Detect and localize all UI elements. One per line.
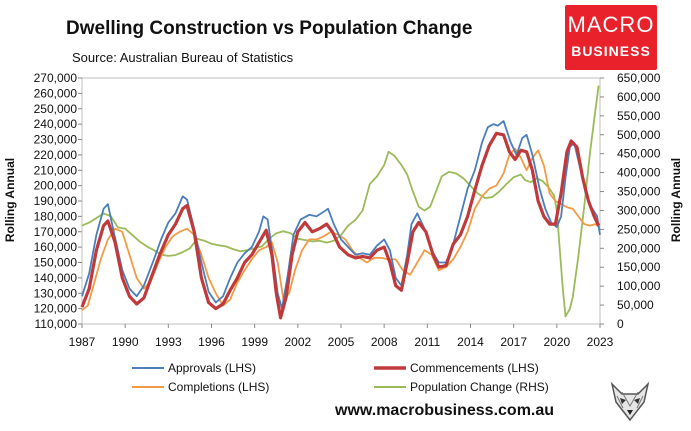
legend-label: Approvals (LHS) bbox=[168, 361, 256, 375]
website-url: www.macrobusiness.com.au bbox=[335, 402, 555, 419]
left-tick-label: 170,000 bbox=[34, 225, 78, 239]
right-tick-label: 650,000 bbox=[617, 71, 661, 85]
fox-mascot-icon bbox=[610, 381, 650, 422]
x-axis: 1987 1990 1993 1996 1999 2002 2005 2008 2011 2014… bbox=[69, 324, 614, 349]
left-tick-label: 260,000 bbox=[34, 86, 78, 100]
right-tick-label: 300,000 bbox=[617, 203, 661, 217]
completions-line bbox=[81, 147, 600, 311]
population-change-line bbox=[81, 85, 600, 318]
x-tick-label: 2011 bbox=[414, 335, 440, 349]
logo-line-1: MACRO bbox=[567, 12, 655, 37]
legend-label: Commencements (LHS) bbox=[410, 361, 539, 375]
left-tick-label: 130,000 bbox=[34, 286, 78, 300]
right-tick-label: 400,000 bbox=[617, 166, 661, 180]
x-tick-label: 1996 bbox=[198, 335, 225, 349]
legend-label: Completions (LHS) bbox=[168, 380, 269, 394]
right-tick-label: 500,000 bbox=[617, 128, 661, 142]
left-tick-label: 210,000 bbox=[34, 163, 78, 177]
x-tick-label: 2005 bbox=[328, 335, 355, 349]
right-tick-label: 250,000 bbox=[617, 222, 661, 236]
left-tick-label: 270,000 bbox=[34, 71, 78, 85]
legend-label: Population Change (RHS) bbox=[410, 380, 549, 394]
x-tick-label: 2020 bbox=[543, 335, 570, 349]
x-tick-label: 1993 bbox=[155, 335, 182, 349]
x-tick-label: 2014 bbox=[457, 335, 484, 349]
legend: Approvals (LHS) Commencements (LHS) Comple… bbox=[132, 361, 549, 394]
left-tick-label: 180,000 bbox=[34, 209, 78, 223]
left-tick-label: 240,000 bbox=[34, 117, 78, 131]
right-tick-label: 100,000 bbox=[617, 279, 661, 293]
right-tick-label: 0 bbox=[617, 317, 624, 331]
x-tick-label: 1999 bbox=[241, 335, 268, 349]
chart-title: Dwelling Construction vs Population Chan… bbox=[66, 18, 473, 39]
left-tick-label: 160,000 bbox=[34, 240, 78, 254]
left-tick-label: 220,000 bbox=[34, 148, 78, 162]
logo-line-2: BUSINESS bbox=[571, 43, 651, 59]
x-tick-label: 1990 bbox=[112, 335, 139, 349]
left-tick-label: 140,000 bbox=[34, 271, 78, 285]
right-tick-label: 350,000 bbox=[617, 185, 661, 199]
right-tick-label: 550,000 bbox=[617, 109, 661, 123]
series-layer bbox=[80, 85, 601, 320]
left-tick-label: 230,000 bbox=[34, 133, 78, 147]
x-tick-label: 2023 bbox=[587, 335, 614, 349]
right-tick-label: 50,000 bbox=[617, 298, 654, 312]
left-axis-title: Rolling Annual bbox=[3, 158, 17, 242]
right-axis: 0 50,000 100,000 150,000 200,000 250,000 300,0… bbox=[600, 71, 661, 331]
right-tick-label: 150,000 bbox=[617, 260, 661, 274]
right-tick-label: 600,000 bbox=[617, 90, 661, 104]
x-tick-label: 2008 bbox=[371, 335, 398, 349]
approvals-line bbox=[81, 120, 601, 310]
macrobusiness-logo: MACRO BUSINESS bbox=[565, 5, 657, 70]
left-tick-label: 150,000 bbox=[34, 256, 78, 270]
left-tick-label: 190,000 bbox=[34, 194, 78, 208]
x-tick-label: 2002 bbox=[284, 335, 311, 349]
right-tick-label: 200,000 bbox=[617, 241, 661, 255]
plot-area bbox=[81, 77, 601, 325]
x-tick-label: 1987 bbox=[69, 335, 96, 349]
left-tick-label: 200,000 bbox=[34, 179, 78, 193]
chart-source: Source: Australian Bureau of Statistics bbox=[72, 50, 294, 65]
x-tick-label: 2017 bbox=[500, 335, 527, 349]
right-tick-label: 450,000 bbox=[617, 147, 661, 161]
right-axis-title: Rolling Annual bbox=[669, 158, 683, 242]
left-tick-label: 120,000 bbox=[34, 302, 78, 316]
left-tick-label: 110,000 bbox=[35, 317, 78, 331]
left-tick-label: 250,000 bbox=[34, 102, 78, 116]
commencements-line bbox=[80, 131, 601, 320]
